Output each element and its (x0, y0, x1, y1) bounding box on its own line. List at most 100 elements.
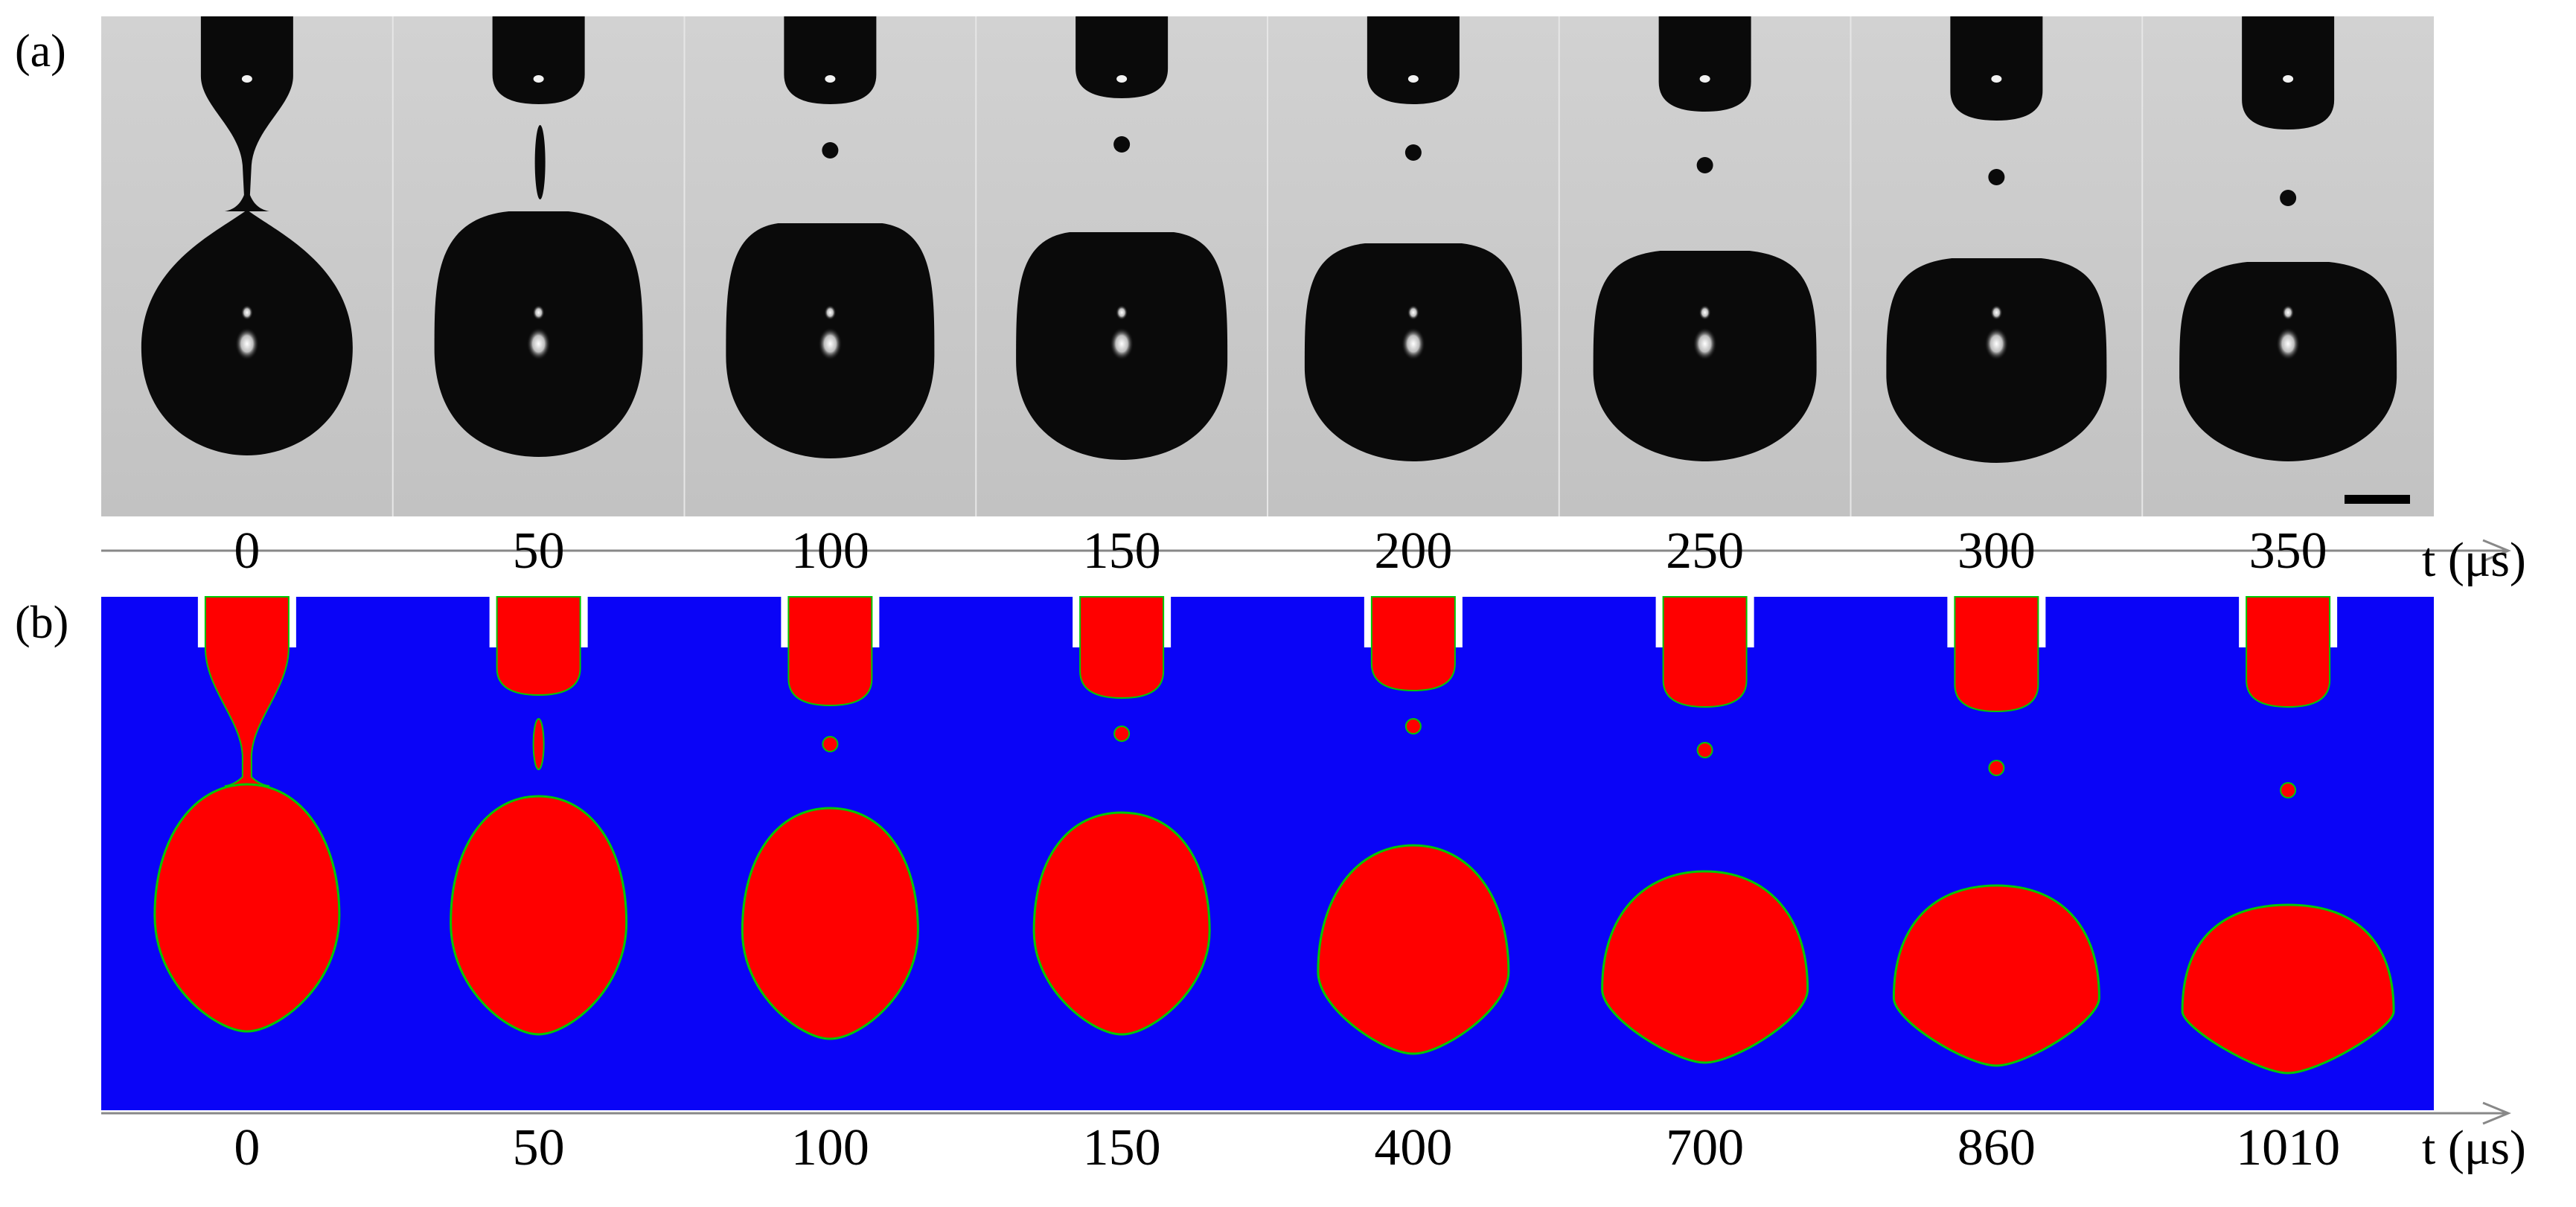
simulation-frame-5 (1601, 596, 1809, 1064)
droplet-reflection (1401, 327, 1425, 360)
droplet-reflection (234, 327, 259, 360)
nozzle-liquid (1079, 596, 1165, 699)
nozzle-meniscus (492, 16, 585, 104)
simulation-frame-2 (741, 596, 919, 1040)
satellite-droplet (1696, 742, 1713, 758)
nozzle-wall-left (197, 597, 205, 647)
nozzle-with-neck (200, 16, 293, 211)
nozzle-wall-right (1454, 597, 1463, 647)
nozzle-reflection (241, 75, 252, 83)
nozzle-wall-left (1655, 597, 1663, 647)
simulation-frame-7 (2181, 596, 2395, 1075)
satellite-droplet (2280, 190, 2297, 206)
droplet-reflection (818, 327, 843, 360)
nozzle-liquid (787, 596, 873, 707)
nozzle-wall-left (781, 597, 789, 647)
time-axis-unit-a: t (μs) (2422, 533, 2526, 587)
nozzle-liquid (2246, 596, 2331, 708)
simulation-frame-0 (153, 596, 341, 1033)
panel-a-label: (a) (15, 26, 66, 77)
time-label: 700 (1666, 1119, 1745, 1176)
nozzle-reflection (825, 75, 836, 83)
ligament-thread (534, 125, 546, 199)
simulation-background (101, 597, 2434, 1110)
droplet-reflection-small (1698, 305, 1711, 320)
time-label: 100 (790, 1119, 869, 1176)
droplet-reflection (1984, 327, 2009, 360)
scale-bar (2345, 495, 2410, 504)
main-droplet (153, 783, 341, 1033)
satellite-droplet (1696, 157, 1713, 173)
nozzle-liquid (1662, 596, 1748, 708)
time-label: 250 (1666, 522, 1745, 580)
time-label: 50 (512, 1119, 565, 1176)
nozzle-wall-left (1073, 597, 1081, 647)
nozzle-liquid-neck (204, 596, 290, 787)
droplet-reflection-small (1407, 305, 1419, 320)
nozzle-wall-left (489, 597, 497, 647)
time-axis-unit-b: t (μs) (2422, 1121, 2526, 1175)
nozzle-liquid (496, 596, 581, 697)
time-label: 350 (2249, 522, 2327, 580)
time-axis-arrow-a (101, 539, 2511, 563)
experiment-frame-4 (1267, 16, 1522, 516)
nozzle-wall-right (2038, 597, 2046, 647)
nozzle-wall-right (1746, 597, 1754, 647)
droplet-reflection (526, 327, 551, 360)
experiment-frame-2 (683, 16, 935, 516)
experiment-frame-0 (141, 16, 353, 455)
main-droplet (1317, 844, 1510, 1055)
nozzle-wall-left (2239, 597, 2247, 647)
satellite-droplet (822, 736, 839, 752)
main-droplet (2179, 262, 2397, 461)
nozzle-wall-right (580, 597, 588, 647)
nozzle-reflection (1699, 75, 1710, 83)
main-droplet (1601, 870, 1809, 1064)
nozzle-liquid (1954, 596, 2039, 713)
satellite-droplet (1113, 726, 1131, 742)
droplet-reflection (1693, 327, 1717, 360)
nozzle-reflection (2283, 75, 2294, 83)
droplet-reflection-small (2282, 305, 2295, 320)
nozzle-meniscus (1950, 16, 2043, 121)
nozzle-reflection (533, 75, 544, 83)
main-droplet (1892, 884, 2100, 1067)
nozzle-wall-right (288, 597, 296, 647)
experiment-frame-3 (975, 16, 1228, 516)
satellite-droplet (1988, 169, 2005, 185)
main-droplet (1886, 258, 2107, 463)
main-droplet (1032, 811, 1211, 1036)
simulation-frame-1 (450, 596, 628, 1036)
nozzle-wall-right (1163, 597, 1172, 647)
time-label: 300 (1957, 522, 2036, 580)
main-droplet (2181, 903, 2395, 1075)
time-label: 200 (1374, 522, 1453, 580)
nozzle-wall-right (2330, 597, 2338, 647)
nozzle-meniscus (784, 16, 877, 104)
time-label: 1010 (2236, 1119, 2341, 1176)
time-label: 860 (1957, 1119, 2036, 1176)
nozzle-meniscus (1658, 16, 1751, 112)
experiment-frame-5 (1558, 16, 1817, 516)
time-label: 150 (1082, 522, 1161, 580)
satellite-droplet (1113, 136, 1131, 153)
experiment-frame-6 (1850, 16, 2107, 516)
time-label: 0 (234, 522, 261, 580)
nozzle-meniscus (1076, 16, 1169, 98)
simulation-frame-3 (1032, 596, 1211, 1036)
satellite-droplet (822, 142, 839, 159)
time-axis-arrow-b (101, 1101, 2511, 1125)
droplet-reflection-small (240, 305, 253, 320)
droplet-reflection-small (824, 305, 837, 320)
experiment-frame-1 (391, 16, 643, 516)
satellite-droplet (1404, 144, 1422, 161)
main-droplet (741, 807, 919, 1040)
nozzle-liquid (1370, 596, 1456, 692)
time-label: 400 (1374, 1119, 1453, 1176)
main-droplet (450, 795, 628, 1036)
simulation-frame-4 (1317, 596, 1510, 1055)
time-label: 50 (512, 522, 565, 580)
experiment-image-strip (101, 16, 2434, 516)
droplet-reflection-small (1116, 305, 1128, 320)
time-label: 0 (234, 1119, 261, 1176)
